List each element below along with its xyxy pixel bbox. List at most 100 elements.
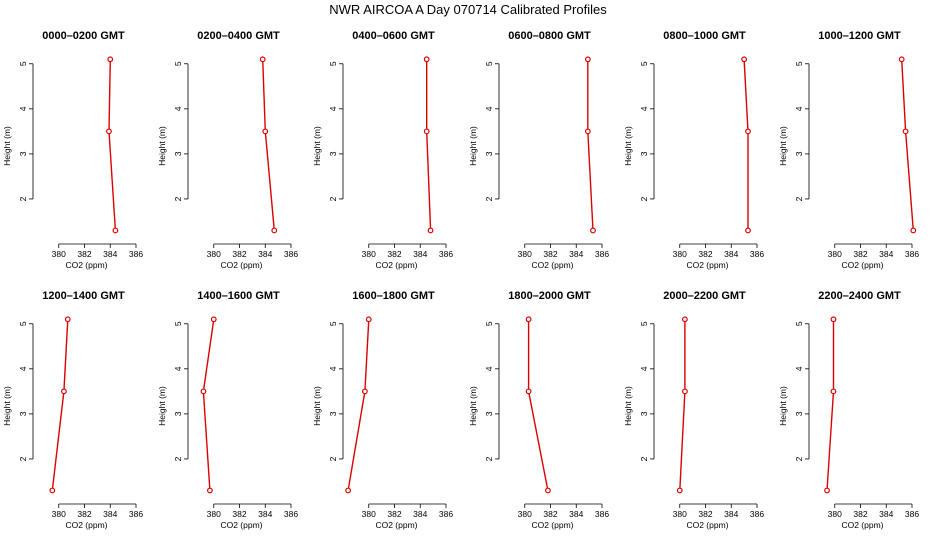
x-tick-label: 384	[724, 249, 738, 259]
x-tick-label: 386	[595, 249, 609, 259]
x-tick-label: 380	[673, 249, 687, 259]
profile-line	[679, 319, 686, 491]
x-tick-label: 384	[103, 509, 117, 519]
y-axis-label: Height (m)	[157, 386, 167, 426]
y-tick-label: 3	[794, 411, 804, 416]
x-tick-label: 384	[569, 249, 583, 259]
y-tick-label: 2	[328, 196, 338, 201]
y-tick-label: 4	[484, 366, 494, 371]
y-tick-label: 3	[173, 151, 183, 156]
panel-title: 0400–0600 GMT	[352, 30, 435, 42]
panel-title: 1600–1800 GMT	[352, 290, 435, 302]
y-axis-label: Height (m)	[157, 126, 167, 166]
data-point	[682, 316, 688, 323]
y-tick-label: 4	[173, 366, 183, 371]
x-tick-label: 386	[284, 249, 298, 259]
data-point	[262, 128, 269, 135]
profile-panel: 0200–0400 GMT 2 3 4 5 380 382 384 386 CO2 (ppm) He…	[157, 30, 298, 270]
x-axis-label: CO2 (ppm)	[220, 260, 262, 270]
x-tick-label: 382	[387, 509, 401, 519]
y-tick-label: 4	[173, 106, 183, 111]
y-tick-label: 3	[18, 411, 28, 416]
y-tick-label: 2	[173, 196, 183, 201]
y-tick-label: 3	[18, 151, 28, 156]
y-axis-label: Height (m)	[778, 386, 788, 426]
x-tick-label: 386	[439, 509, 453, 519]
data-point	[427, 227, 434, 234]
y-tick-label: 2	[484, 196, 494, 201]
x-tick-label: 386	[129, 249, 143, 259]
y-tick-label: 5	[484, 321, 494, 326]
panel-title: 1800–2000 GMT	[508, 290, 591, 302]
y-tick-label: 2	[484, 456, 494, 461]
figure-title: NWR AIRCOA A Day 070714 Calibrated Profi…	[329, 2, 607, 17]
x-axis-label: CO2 (ppm)	[220, 520, 262, 530]
x-axis-label: CO2 (ppm)	[686, 520, 728, 530]
x-tick-label: 384	[413, 509, 427, 519]
y-tick-label: 2	[173, 456, 183, 461]
panel-title: 0000–0200 GMT	[42, 30, 125, 42]
y-tick-label: 5	[18, 61, 28, 66]
x-tick-label: 384	[258, 509, 272, 519]
y-axis-label: Height (m)	[2, 386, 12, 426]
data-point	[902, 128, 909, 135]
profile-line	[901, 59, 914, 231]
y-tick-label: 5	[18, 321, 28, 326]
data-point	[898, 56, 905, 63]
x-tick-label: 386	[750, 509, 764, 519]
x-tick-label: 384	[879, 249, 893, 259]
data-point	[741, 56, 748, 63]
y-tick-label: 3	[639, 411, 649, 416]
y-axis-label: Height (m)	[623, 386, 633, 426]
y-tick-label: 5	[173, 61, 183, 66]
x-tick-label: 382	[698, 509, 712, 519]
x-tick-label: 380	[828, 249, 842, 259]
profile-line	[51, 319, 69, 491]
y-axis-label: Height (m)	[468, 126, 478, 166]
panel-title: 2200–2400 GMT	[818, 290, 901, 302]
y-tick-label: 2	[794, 456, 804, 461]
profile-panel: 0600–0800 GMT 2 3 4 5 380 382 384 386 CO2 (ppm) He…	[468, 30, 609, 270]
profile-line	[347, 319, 370, 491]
y-tick-label: 3	[484, 151, 494, 156]
profile-line	[108, 59, 117, 231]
x-tick-label: 382	[77, 249, 91, 259]
y-tick-label: 5	[484, 61, 494, 66]
y-tick-label: 4	[639, 106, 649, 111]
y-tick-label: 3	[794, 151, 804, 156]
data-point	[545, 487, 551, 494]
panel-title: 2000–2200 GMT	[663, 290, 746, 302]
data-point	[910, 227, 917, 234]
data-point	[590, 227, 596, 234]
x-tick-label: 380	[52, 249, 66, 259]
y-tick-label: 5	[173, 321, 183, 326]
data-point	[361, 388, 368, 395]
data-point	[61, 388, 67, 395]
y-tick-label: 2	[18, 196, 28, 201]
data-point	[112, 227, 119, 234]
y-tick-label: 2	[639, 196, 649, 201]
profile-panel: 0000–0200 GMT 2 3 4 5 380 382 384 386 CO2 (ppm) He…	[2, 30, 143, 270]
profile-panel: 2200–2400 GMT 2 3 4 5 380 382 384 386 CO2 (ppm) He…	[778, 290, 919, 530]
data-point	[206, 487, 213, 494]
x-tick-label: 386	[750, 249, 764, 259]
data-point	[365, 316, 372, 323]
x-tick-label: 382	[853, 249, 867, 259]
profile-line	[426, 59, 432, 231]
y-tick-label: 3	[484, 411, 494, 416]
panel-title: 1400–1600 GMT	[197, 290, 280, 302]
x-axis-label: CO2 (ppm)	[531, 520, 573, 530]
y-tick-label: 3	[173, 411, 183, 416]
data-point	[682, 388, 688, 395]
x-tick-label: 380	[828, 509, 842, 519]
x-tick-label: 382	[232, 509, 246, 519]
data-point	[824, 487, 830, 494]
x-axis-label: CO2 (ppm)	[686, 260, 728, 270]
profile-panel: 0400–0600 GMT 2 3 4 5 380 382 384 386 CO2 (ppm) He…	[312, 30, 453, 270]
data-point	[64, 316, 71, 323]
y-tick-label: 4	[18, 366, 28, 371]
profile-line	[202, 319, 215, 491]
x-tick-label: 380	[518, 249, 532, 259]
data-point	[271, 227, 278, 234]
